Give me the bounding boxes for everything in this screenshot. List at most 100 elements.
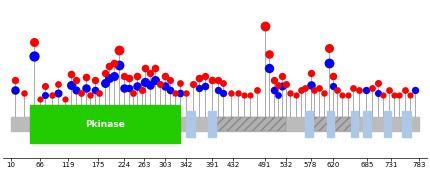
Point [42, 94, 49, 96]
Point [126, 86, 132, 89]
Point [87, 94, 94, 96]
Bar [214, 117, 286, 131]
Point [266, 52, 273, 55]
Point [220, 91, 227, 94]
Point [412, 89, 418, 91]
Point [321, 91, 328, 94]
Point [111, 62, 118, 65]
Point [339, 94, 346, 96]
Point [106, 77, 113, 79]
Point [68, 73, 74, 76]
Point [189, 83, 196, 86]
Point [182, 91, 189, 94]
Point [162, 85, 169, 88]
Bar [208, 111, 215, 137]
Point [325, 62, 332, 65]
Point [283, 83, 290, 86]
Bar [30, 105, 180, 143]
Point [287, 91, 294, 94]
Point [134, 74, 141, 77]
Point [227, 91, 234, 94]
Point [83, 86, 89, 89]
Point [355, 89, 362, 91]
Bar [363, 111, 371, 137]
Point [176, 91, 183, 94]
Point [334, 89, 341, 91]
Point [297, 89, 304, 91]
Bar [402, 111, 411, 137]
Point [254, 89, 261, 91]
Point [21, 91, 28, 94]
Point [162, 74, 169, 77]
Point [266, 67, 273, 70]
Point [209, 79, 215, 82]
Point [55, 91, 61, 94]
Point [270, 79, 277, 82]
Text: Pkinase: Pkinase [85, 120, 125, 129]
Bar [384, 111, 391, 137]
Point [274, 94, 281, 96]
Point [134, 85, 141, 88]
Point [401, 89, 408, 91]
Point [374, 91, 381, 94]
Point [362, 89, 369, 91]
Point [241, 94, 248, 96]
Point [121, 74, 128, 77]
Point [142, 80, 149, 83]
Point [390, 94, 397, 96]
Point [156, 83, 163, 86]
Point [91, 89, 98, 91]
Point [350, 86, 357, 89]
Point [72, 89, 79, 91]
Point [302, 86, 309, 89]
Point [202, 74, 209, 77]
Point [106, 64, 113, 67]
Point [101, 72, 108, 75]
Point [214, 79, 221, 82]
Point [316, 86, 322, 89]
Point [292, 94, 299, 96]
Point [344, 94, 351, 96]
Point [116, 63, 123, 66]
Point [172, 91, 178, 94]
Point [31, 55, 38, 57]
Point [307, 84, 314, 87]
Point [396, 94, 402, 96]
Point [330, 74, 337, 77]
Point [167, 89, 174, 91]
Point [96, 91, 103, 94]
Point [325, 46, 332, 49]
Point [278, 74, 285, 77]
Point [130, 91, 137, 94]
Point [379, 94, 386, 96]
Point [369, 86, 376, 89]
Point [126, 77, 132, 79]
Point [385, 89, 392, 91]
Point [12, 89, 18, 91]
Point [195, 77, 202, 79]
Point [278, 85, 285, 88]
Point [147, 84, 154, 87]
Point [61, 97, 68, 100]
Point [261, 24, 268, 27]
Bar [351, 111, 358, 137]
Point [121, 86, 128, 89]
Bar [186, 111, 196, 137]
Point [176, 81, 183, 84]
Point [246, 94, 253, 96]
Point [274, 84, 281, 87]
Point [167, 79, 174, 82]
Point [49, 94, 55, 96]
Point [214, 89, 221, 91]
Point [374, 81, 381, 84]
Point [111, 74, 118, 77]
Point [91, 79, 98, 82]
Point [116, 49, 123, 51]
Point [234, 91, 241, 94]
Point [77, 91, 84, 94]
Point [37, 97, 44, 100]
Bar [11, 117, 419, 131]
Point [220, 81, 227, 84]
Point [83, 75, 89, 78]
Point [330, 85, 337, 88]
